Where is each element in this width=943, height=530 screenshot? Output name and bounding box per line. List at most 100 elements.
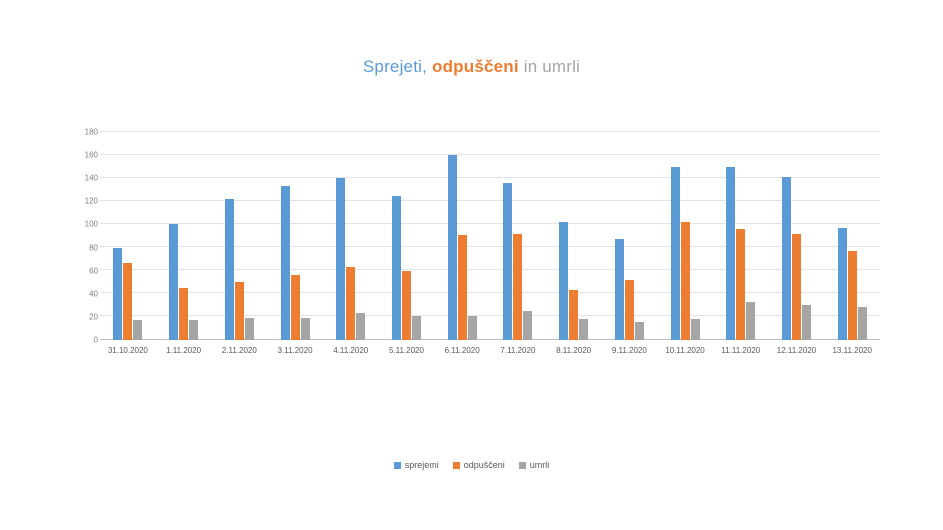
gridline [100, 223, 880, 224]
bar-umrli [857, 306, 867, 340]
bar-group [490, 132, 546, 340]
y-tick-label: 0 [93, 335, 98, 345]
bar-group [323, 132, 379, 340]
y-tick-label: 60 [89, 266, 98, 276]
bar-umrli [133, 320, 143, 340]
bar-odpuščeni [624, 279, 634, 340]
legend: sprejemi odpuščeni umrli [0, 460, 943, 470]
gridline [100, 200, 880, 202]
x-tick-label: 8.11.2020 [556, 346, 592, 355]
bar-sprejemi [224, 199, 234, 340]
bar-sprejemi [614, 239, 624, 340]
chart-title-umrli: umrli [542, 57, 581, 76]
bar-group [601, 132, 657, 340]
bar-odpuščeni [457, 234, 467, 340]
legend-item-odpuščeni: odpuščeni [452, 460, 505, 470]
bar-umrli [634, 321, 644, 340]
gridline [100, 269, 880, 271]
legend-item-sprejemi: sprejemi [393, 460, 439, 470]
legend-label: umrli [529, 460, 550, 470]
bar-umrli [467, 315, 477, 340]
bar-umrli [690, 319, 700, 340]
bar-group [379, 132, 435, 340]
gridline [100, 131, 880, 132]
x-tick-label: 6.11.2020 [444, 346, 480, 355]
bar-sprejemi [391, 195, 401, 340]
bar-odpuščeni [346, 267, 356, 340]
x-tick-label: 9.11.2020 [611, 346, 647, 355]
bar-sprejemi [670, 166, 680, 340]
y-tick-label: 100 [84, 219, 98, 229]
bar-umrli [356, 313, 366, 340]
y-tick-label: 20 [89, 312, 98, 322]
x-tick-label: 5.11.2020 [388, 346, 424, 355]
chart-title-sprejeti: Sprejeti [362, 57, 423, 76]
legend-label: odpuščeni [463, 460, 505, 470]
gridline [100, 154, 880, 155]
bar-group [769, 132, 825, 340]
x-tick-label: 2.11.2020 [221, 346, 257, 355]
legend-item-umrli: umrli [518, 460, 550, 470]
bar-group [657, 132, 713, 340]
bar-umrli [746, 301, 756, 340]
x-tick-label: 11.11.2020 [721, 346, 761, 355]
bar-umrli [579, 319, 589, 340]
gridline [100, 177, 880, 178]
legend-swatch-icon [452, 461, 460, 469]
bar-odpuščeni [680, 222, 690, 340]
bar-umrli [801, 305, 811, 340]
legend-swatch-icon [518, 461, 526, 469]
bar-sprejemi [447, 155, 457, 340]
bar-umrli [411, 315, 421, 340]
x-tick-label: 1.11.2020 [166, 346, 202, 355]
bar-sprejemi [503, 182, 513, 340]
gridline [100, 292, 880, 293]
bar-sprejemi [280, 186, 290, 340]
bar-umrli [189, 320, 199, 340]
y-axis: 0 20 40 60 80 100 120 140 160 180 [78, 128, 98, 345]
bar-groups [100, 132, 880, 340]
y-tick-label: 40 [89, 289, 98, 299]
x-tick-label: 4.11.2020 [333, 346, 369, 355]
x-axis: 31.10.2020 1.11.2020 2.11.2020 3.11.2020 4.1… [100, 346, 880, 355]
bar-odpuščeni [179, 288, 189, 340]
y-tick-label: 120 [84, 196, 98, 206]
bar-group [434, 132, 490, 340]
bar-odpuščeni [791, 233, 801, 340]
bar-odpuščeni [513, 233, 523, 340]
y-tick-label: 80 [89, 243, 98, 253]
bar-group [156, 132, 212, 340]
bar-sprejemi [559, 222, 569, 340]
bar-odpuščeni [736, 229, 746, 340]
chart-title-separator: , [422, 57, 432, 76]
gridline [100, 315, 880, 316]
chart-title-in: in [518, 57, 543, 76]
bar-group [100, 132, 156, 340]
x-tick-label: 13.11.2020 [832, 346, 872, 355]
plot-area [100, 131, 880, 340]
chart-title-odpusceni: odpuščeni [431, 57, 519, 76]
bar-sprejemi [336, 178, 346, 340]
x-tick-label: 12.11.2020 [776, 346, 817, 355]
bar-sprejemi [726, 166, 736, 340]
bar-umrli [523, 311, 533, 340]
x-tick-label: 31.10.2020 [107, 346, 148, 355]
gridline [100, 246, 880, 247]
bar-group [267, 132, 323, 340]
legend-swatch-icon [393, 461, 401, 469]
x-tick-label: 3.11.2020 [277, 346, 313, 355]
bar-group [546, 132, 602, 340]
y-tick-label: 180 [84, 127, 98, 137]
bar-sprejemi [169, 224, 179, 340]
bar-sprejemi [781, 177, 791, 340]
bar-odpuščeni [123, 262, 133, 340]
y-tick-label: 160 [84, 150, 98, 160]
bar-sprejemi [113, 247, 123, 340]
bar-odpuščeni [401, 270, 411, 340]
legend-label: sprejemi [404, 460, 439, 470]
x-tick-label: 7.11.2020 [500, 346, 536, 355]
bar-umrli [244, 318, 254, 340]
bar-sprejemi [837, 227, 847, 340]
bar-group [713, 132, 769, 340]
